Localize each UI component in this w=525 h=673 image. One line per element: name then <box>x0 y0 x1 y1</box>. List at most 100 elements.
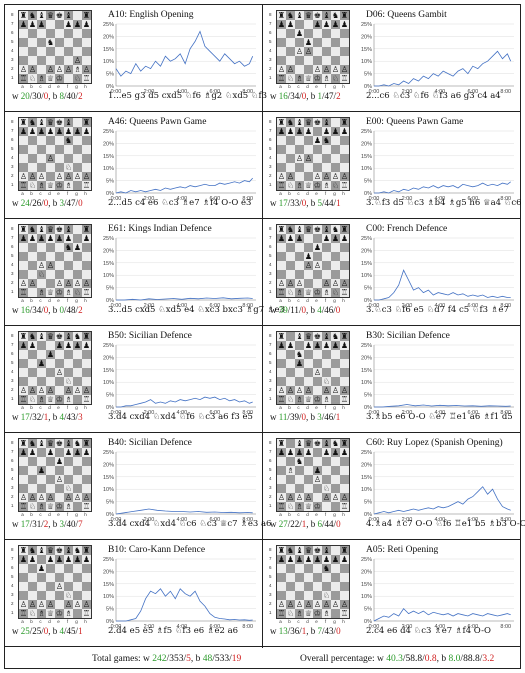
chess-piece-icon: ♙ <box>82 493 91 502</box>
chess-piece-icon: ♖ <box>82 74 91 83</box>
y-tick-label: 20% <box>361 248 372 254</box>
rank-label: 3 <box>269 57 272 62</box>
chess-piece-icon: ♟ <box>295 127 304 136</box>
result-stats: w 11/39/0, b 3/46/1 <box>270 412 340 422</box>
board-square <box>313 448 322 457</box>
x-tick-label: 2:00 <box>144 303 155 309</box>
file-label: h <box>342 84 345 89</box>
y-tick-label: 25% <box>361 236 372 242</box>
rank-label: 8 <box>11 440 14 445</box>
board-square <box>55 243 64 252</box>
stats-value: 13 <box>278 626 288 636</box>
file-label: e <box>315 191 318 196</box>
board-square <box>55 350 64 359</box>
chess-piece-icon: ♗ <box>64 181 73 190</box>
chess-piece-icon: ♘ <box>286 609 295 618</box>
file-label: b <box>30 191 33 196</box>
chess-piece-icon: ♗ <box>37 502 46 511</box>
board-square <box>322 154 331 163</box>
chess-piece-icon: ♜ <box>19 546 28 555</box>
line-chart: 0% 5% 10% 15% 20% 25% 0:00 2:00 4:00 6:00 8:00 <box>361 129 514 202</box>
board-square <box>295 484 304 493</box>
board-square <box>55 47 64 56</box>
x-tick-label: 6:00 <box>209 517 220 523</box>
board-square <box>37 136 46 145</box>
board-square <box>286 252 295 261</box>
y-tick-label: 5% <box>364 393 372 399</box>
chess-piece-icon: ♘ <box>331 74 340 83</box>
board-file-labels: a b c d e f g h <box>276 405 348 410</box>
board-square <box>313 377 322 386</box>
board-square <box>82 377 91 386</box>
board-square <box>331 484 340 493</box>
stats-value: 1 <box>317 91 323 101</box>
chess-piece-icon: ♙ <box>340 279 349 288</box>
file-label: e <box>315 298 318 303</box>
chess-piece-icon: ♘ <box>286 74 295 83</box>
chess-piece-icon: ♟ <box>313 466 322 475</box>
chess-piece-icon: ♙ <box>19 493 28 502</box>
chess-piece-icon: ♟ <box>322 448 331 457</box>
y-tick-label: 20% <box>361 569 372 575</box>
result-stats: w 25/25/0, b 4/45/1 <box>12 626 83 636</box>
chess-piece-icon: ♟ <box>304 555 313 564</box>
board-square <box>286 457 295 466</box>
chess-piece-icon: ♟ <box>286 555 295 564</box>
board-square <box>277 377 286 386</box>
stats-separator: / <box>64 91 67 101</box>
opening-title: C00: French Defence <box>366 224 448 234</box>
y-tick-label: 0% <box>106 405 114 411</box>
board-square <box>28 484 37 493</box>
chess-piece-icon: ♔ <box>313 502 322 511</box>
y-tick-label: 15% <box>361 154 372 160</box>
board-square <box>73 38 82 47</box>
x-tick-label: 8:00 <box>500 303 511 309</box>
row-divider <box>4 218 521 219</box>
file-label: a <box>21 84 24 89</box>
chess-piece-icon: ♝ <box>64 11 73 20</box>
chess-piece-icon: ♟ <box>340 341 349 350</box>
board-square <box>73 484 82 493</box>
board-square <box>304 136 313 145</box>
rank-label: 3 <box>269 485 272 490</box>
board-square <box>277 359 286 368</box>
stats-value: 30 <box>32 91 42 101</box>
board-square <box>37 368 46 377</box>
board-rank-labels: 8 7 6 5 4 3 2 1 <box>11 224 17 296</box>
chess-piece-icon: ♙ <box>64 386 73 395</box>
line-chart: 0% 5% 10% 15% 20% 25% 0:00 2:00 4:00 6:00 8:00 <box>361 450 514 523</box>
board-square <box>340 56 349 65</box>
stats-value: 0 <box>43 626 49 636</box>
chess-piece-icon: ♟ <box>304 341 313 350</box>
chess-piece-icon: ♔ <box>55 288 64 297</box>
board-square <box>73 475 82 484</box>
board-square <box>37 582 46 591</box>
stats-separator: w <box>270 626 279 636</box>
rank-label: 5 <box>269 253 272 258</box>
stats-separator: / <box>299 519 302 529</box>
stats-separator: / <box>64 412 67 422</box>
line-chart: 0% 5% 10% 15% 20% 25% 0:00 2:00 4:00 6:00 8:00 <box>361 343 514 416</box>
stats-value: 39 <box>289 412 299 422</box>
chess-piece-icon: ♙ <box>295 47 304 56</box>
board-square <box>286 368 295 377</box>
board-square <box>304 466 313 475</box>
chess-piece-icon: ♞ <box>286 546 295 555</box>
file-label: g <box>333 191 336 196</box>
board-square <box>55 466 64 475</box>
board-square <box>19 582 28 591</box>
rank-label: 8 <box>269 12 272 17</box>
x-tick-label: 8:00 <box>242 517 253 523</box>
chess-piece-icon: ♞ <box>28 11 37 20</box>
chess-piece-icon: ♜ <box>277 118 286 127</box>
stats-separator: / <box>75 519 79 529</box>
file-label: b <box>288 84 291 89</box>
board-square <box>277 163 286 172</box>
chess-piece-icon: ♙ <box>286 279 295 288</box>
x-tick-label: 0:00 <box>111 410 122 416</box>
chess-piece-icon: ♙ <box>55 475 64 484</box>
x-tick-label: 2:00 <box>402 410 413 416</box>
y-tick-label: 15% <box>361 47 372 53</box>
board-square <box>313 145 322 154</box>
stats-value: 44 <box>324 519 334 529</box>
